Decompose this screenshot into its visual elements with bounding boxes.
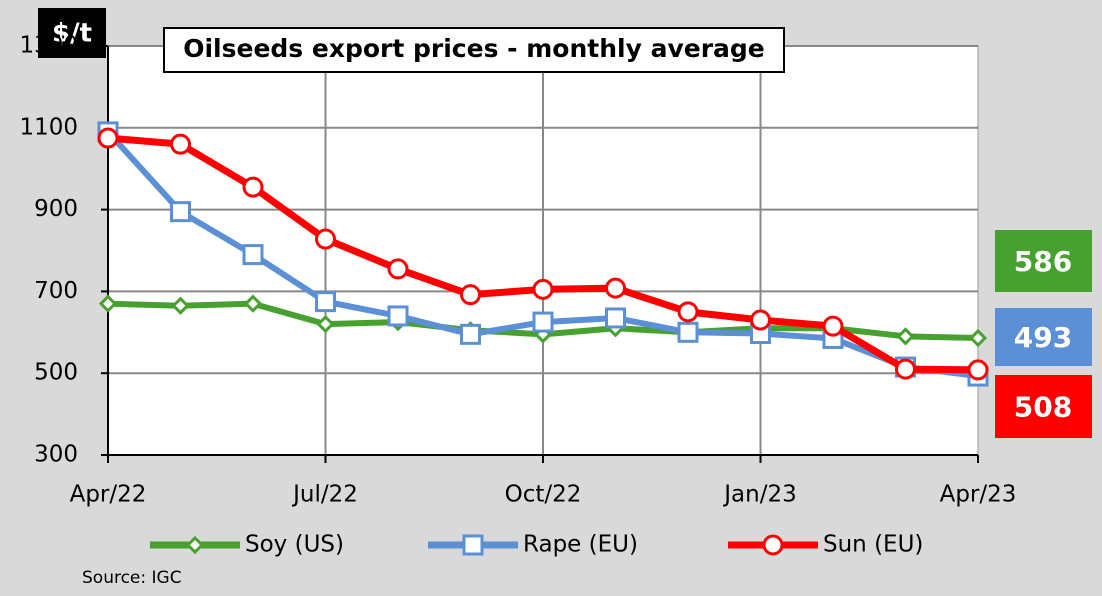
legend-label: Soy (US) — [245, 532, 344, 558]
title-box — [163, 27, 785, 73]
y-tick-label: 900 — [34, 196, 78, 222]
point — [242, 244, 264, 266]
end-label: 493 — [1014, 321, 1072, 354]
point — [387, 305, 409, 327]
point — [98, 294, 118, 313]
point — [750, 309, 771, 331]
point — [242, 176, 264, 198]
unit-box — [38, 8, 106, 58]
legend-marker — [462, 534, 484, 556]
point — [460, 323, 481, 345]
point — [967, 359, 989, 381]
end-label: 508 — [1014, 391, 1072, 424]
point — [605, 307, 626, 329]
point — [170, 133, 191, 155]
end-label-box — [995, 375, 1092, 438]
y-tick-label: 1300 — [19, 33, 78, 59]
y-tick-label: 500 — [34, 360, 78, 386]
point — [532, 311, 554, 333]
legend-label: Sun (EU) — [823, 532, 923, 558]
point — [822, 315, 844, 337]
x-tick-label: Oct/22 — [505, 482, 582, 508]
x-tick-label: Apr/22 — [70, 482, 147, 508]
point — [97, 127, 119, 149]
chart-title: Oilseeds export prices - monthly average — [183, 34, 765, 63]
point — [605, 277, 626, 299]
point — [460, 284, 481, 306]
x-tick-label: Apr/23 — [940, 482, 1017, 508]
legend-label: Rape (EU) — [523, 532, 638, 558]
point — [677, 321, 699, 343]
point — [243, 294, 263, 313]
y-tick-label: 700 — [34, 278, 78, 304]
point — [315, 228, 336, 250]
y-axis-unit: $/t — [52, 19, 92, 49]
source: Source: IGC — [82, 568, 182, 588]
plot — [97, 121, 989, 387]
y-tick-label: 300 — [34, 442, 78, 468]
point — [387, 258, 409, 280]
point — [677, 301, 699, 323]
point — [315, 291, 336, 313]
x-tick-label: Jan/23 — [722, 482, 796, 508]
point — [171, 296, 190, 315]
point — [896, 327, 915, 346]
y-tick-label: 1100 — [19, 114, 78, 140]
point — [532, 278, 554, 300]
point — [895, 358, 916, 380]
x-tick-label: Jul/22 — [291, 482, 358, 508]
end-label-box — [995, 308, 1092, 366]
end-label-box — [995, 230, 1092, 292]
point — [968, 328, 988, 348]
legend-marker — [762, 534, 784, 556]
point — [170, 201, 191, 223]
point — [316, 314, 335, 334]
legend-marker — [185, 535, 205, 555]
end-label: 586 — [1014, 245, 1072, 278]
